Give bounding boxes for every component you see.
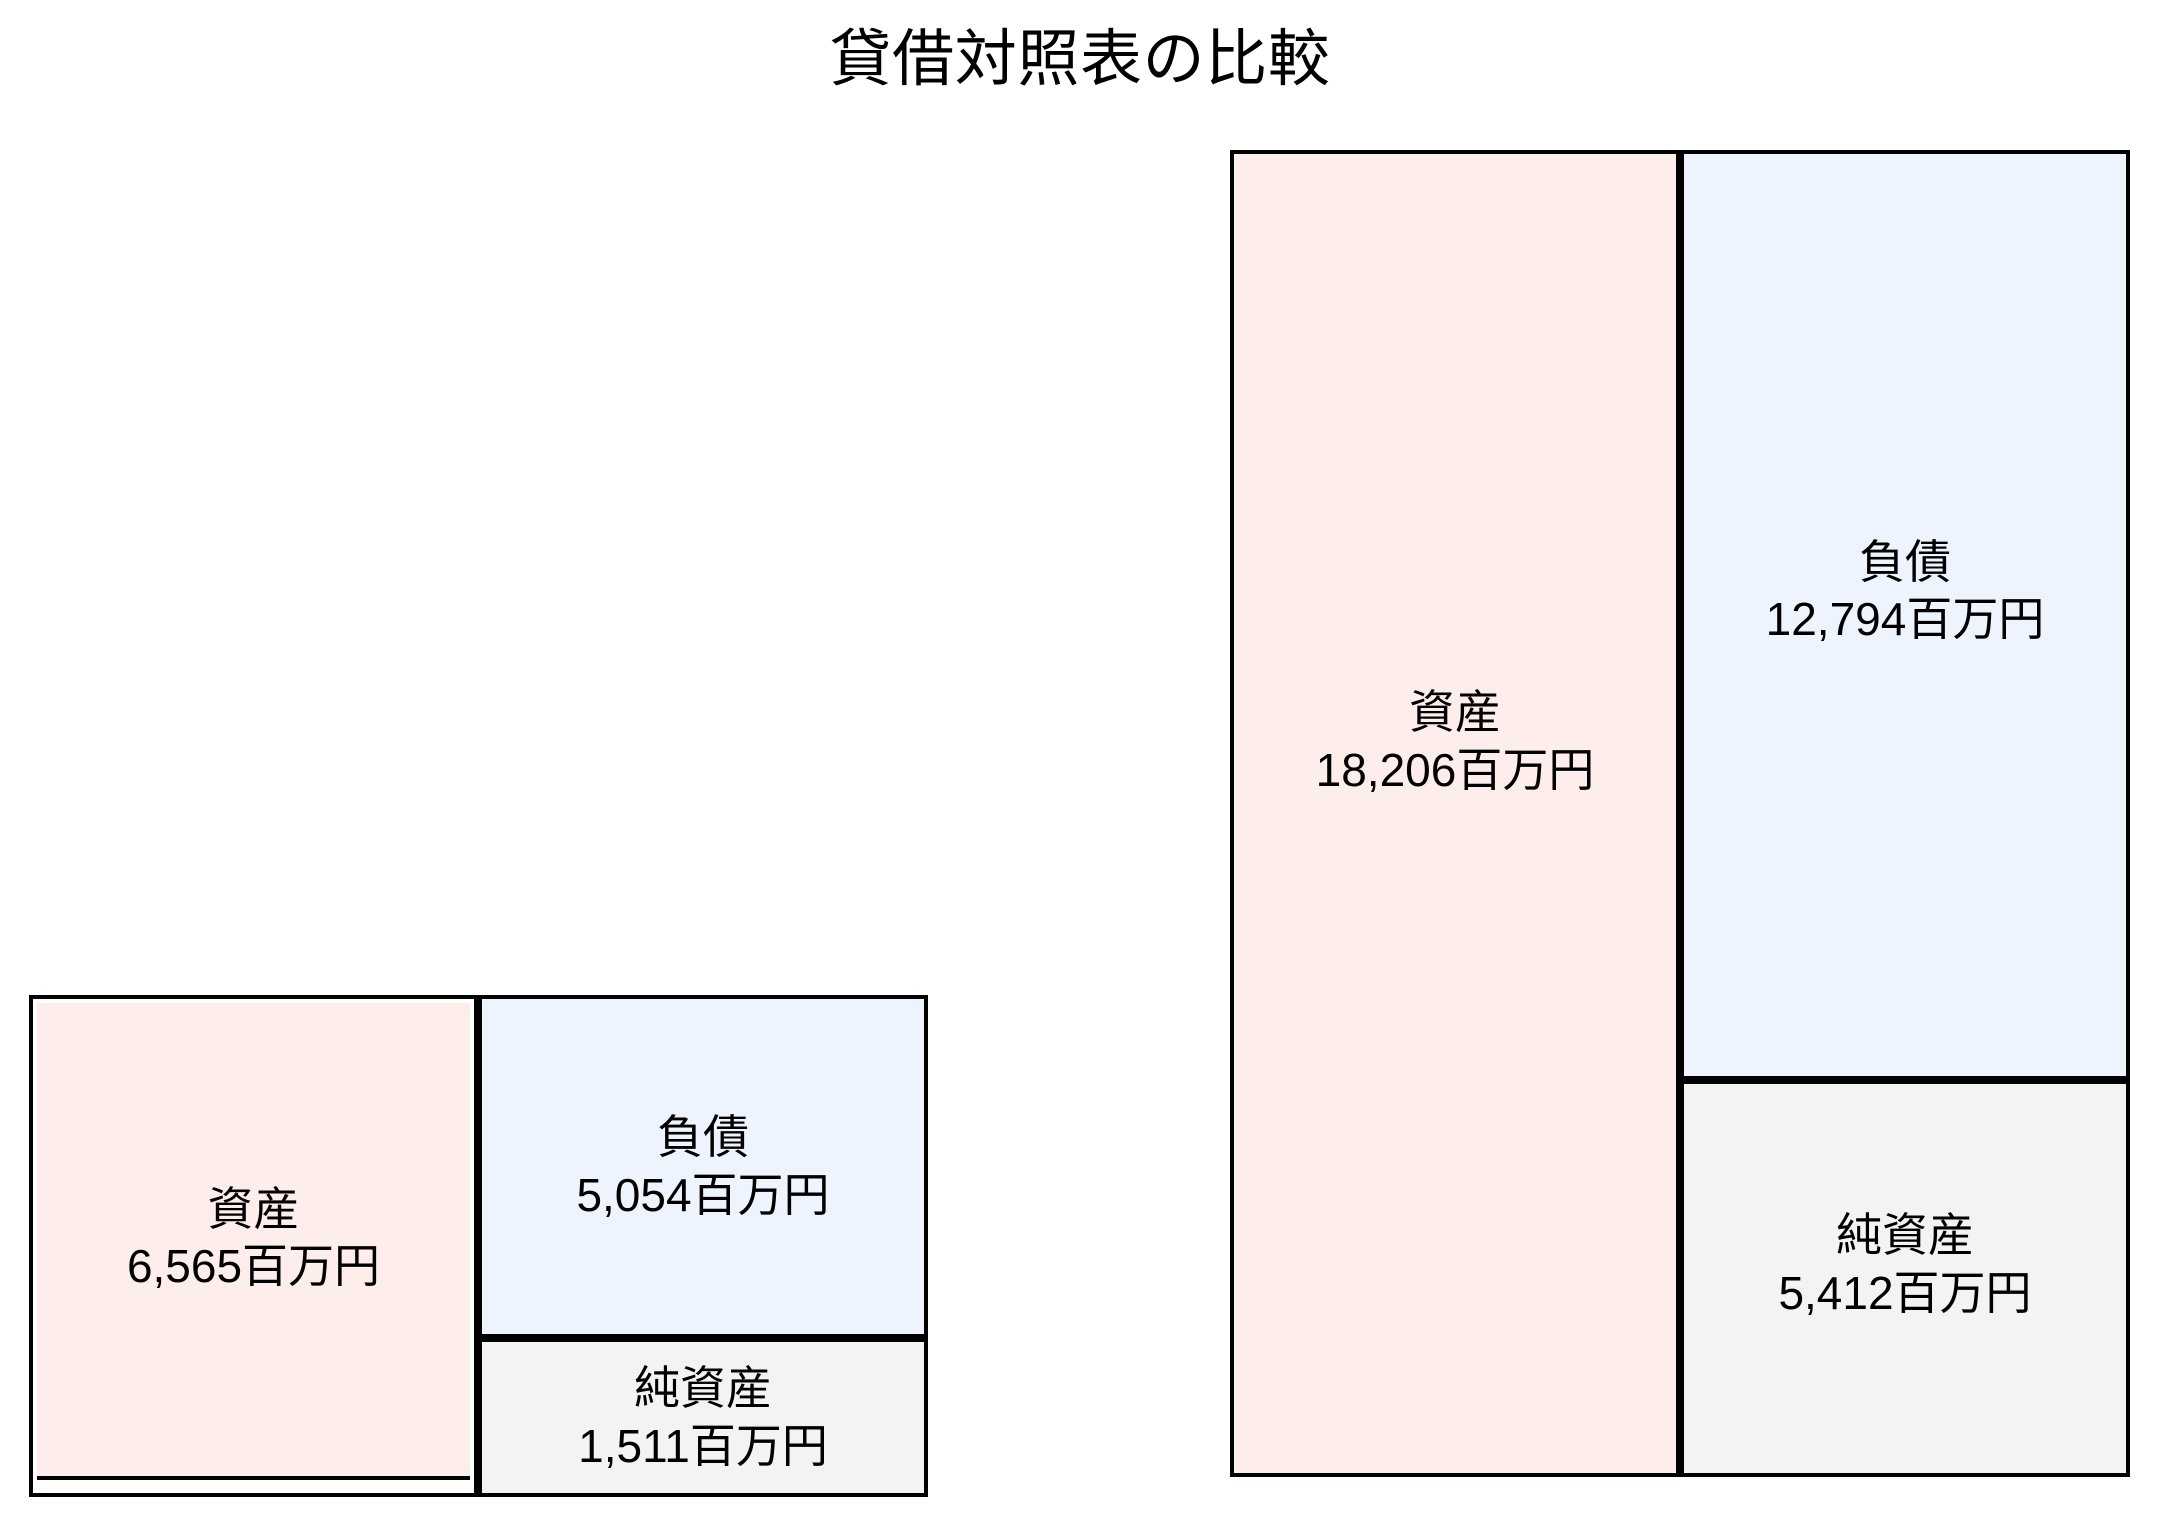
right-asset-block: 資産 18,206百万円 <box>1230 150 1680 1477</box>
left-asset-fill <box>37 1003 470 1476</box>
left-netasset-block: 純資産 1,511百万円 <box>478 1338 928 1497</box>
right-asset-value: 18,206百万円 <box>1315 743 1595 796</box>
balance-sheet-right: 資産 18,206百万円 負債 12,794百万円 純資産 5,412百万円 <box>1230 150 2130 1477</box>
left-asset-bottom-gap <box>37 1476 470 1489</box>
left-netasset-label: 純資産 1,511百万円 <box>578 1360 828 1474</box>
right-netasset-block: 純資産 5,412百万円 <box>1680 1080 2130 1477</box>
right-liability-value: 12,794百万円 <box>1765 593 2045 645</box>
right-liability-name: 負債 <box>1858 535 1951 588</box>
page-title: 貸借対照表の比較 <box>829 25 1331 94</box>
right-liability-label: 負債 12,794百万円 <box>1766 534 2045 648</box>
right-asset-name: 資産 <box>1408 686 1501 739</box>
left-liability-value: 5,054百万円 <box>576 1168 830 1221</box>
right-asset-label: 資産 18,206百万円 <box>1316 684 1595 798</box>
right-netasset-name: 純資産 <box>1836 1209 1974 1262</box>
left-netasset-name: 純資産 <box>633 1362 772 1415</box>
right-liability-block: 負債 12,794百万円 <box>1680 150 2130 1080</box>
left-liability-block: 負債 5,054百万円 <box>478 995 928 1338</box>
left-asset-block: 資産 6,565百万円 <box>29 995 478 1497</box>
balance-sheet-left: 資産 6,565百万円 負債 5,054百万円 純資産 1,511百万円 <box>29 995 928 1497</box>
left-liability-name: 負債 <box>657 1111 749 1164</box>
left-liability-label: 負債 5,054百万円 <box>576 1109 829 1223</box>
right-netasset-value: 5,412百万円 <box>1778 1266 2032 1319</box>
right-netasset-label: 純資産 5,412百万円 <box>1778 1207 2031 1321</box>
left-netasset-value: 1,511百万円 <box>578 1419 828 1472</box>
